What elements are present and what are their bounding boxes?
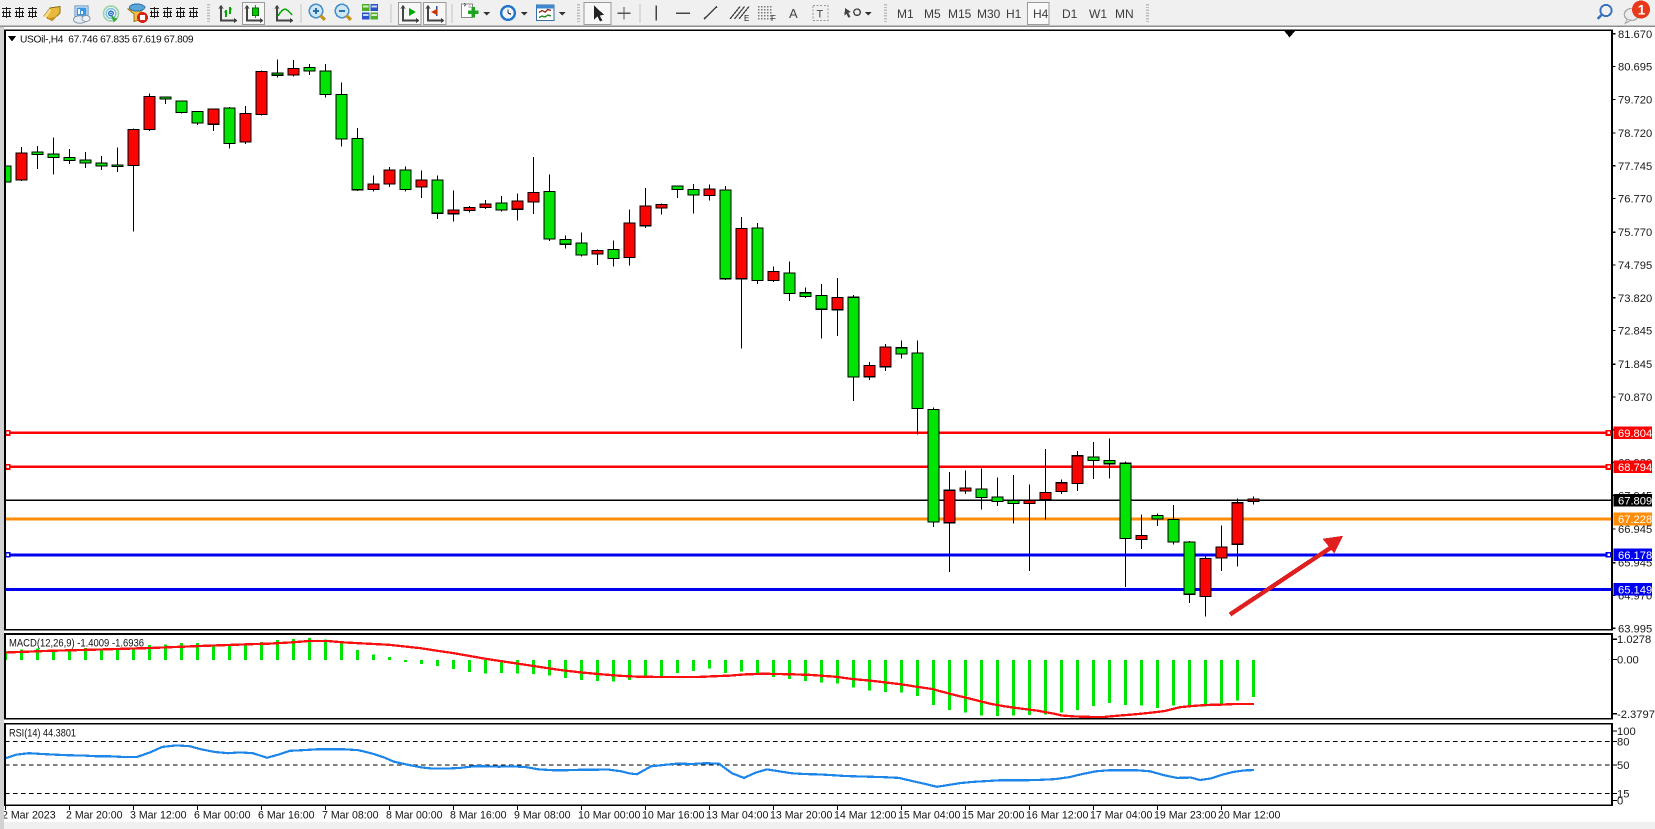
svg-text:W1: W1 [1089, 7, 1107, 21]
svg-text:100: 100 [1617, 726, 1636, 738]
svg-text:71.845: 71.845 [1618, 359, 1652, 371]
svg-text:76.770: 76.770 [1618, 194, 1652, 206]
svg-text:3 Mar 12:00: 3 Mar 12:00 [130, 810, 187, 822]
svg-text:10 Mar 16:00: 10 Mar 16:00 [642, 810, 705, 822]
svg-text:A: A [789, 6, 798, 21]
svg-text:68.794: 68.794 [1618, 462, 1652, 474]
svg-text:2 Mar 20:00: 2 Mar 20:00 [66, 810, 123, 822]
svg-text:15 Mar 04:00: 15 Mar 04:00 [898, 810, 961, 822]
svg-text:-2.3797: -2.3797 [1617, 709, 1655, 721]
svg-text:1: 1 [1638, 2, 1646, 17]
svg-text:17 Mar 04:00: 17 Mar 04:00 [1090, 810, 1153, 822]
svg-text:63.995: 63.995 [1618, 623, 1652, 635]
svg-text:6 Mar 16:00: 6 Mar 16:00 [258, 810, 315, 822]
svg-text:10 Mar 00:00: 10 Mar 00:00 [578, 810, 641, 822]
svg-text:73.820: 73.820 [1618, 293, 1652, 305]
svg-text:80.695: 80.695 [1618, 62, 1652, 74]
svg-text:15: 15 [1617, 788, 1629, 800]
svg-text:USOil-,H4 67.746 67.835 67.61: USOil-,H4 67.746 67.835 67.619 67.809 [20, 35, 194, 46]
svg-text:7 Mar 08:00: 7 Mar 08:00 [322, 810, 379, 822]
svg-text:13 Mar 20:00: 13 Mar 20:00 [770, 810, 833, 822]
svg-text:16 Mar 12:00: 16 Mar 12:00 [1026, 810, 1089, 822]
svg-text:65.149: 65.149 [1618, 585, 1652, 597]
svg-text:69.804: 69.804 [1618, 428, 1652, 440]
svg-text:50: 50 [1617, 760, 1629, 772]
svg-text:74.795: 74.795 [1618, 260, 1652, 272]
svg-text:D1: D1 [1062, 7, 1078, 21]
svg-text:66.178: 66.178 [1618, 550, 1652, 562]
svg-text:2 Mar 2023: 2 Mar 2023 [2, 810, 56, 822]
svg-text:66.945: 66.945 [1618, 524, 1652, 536]
svg-text:79.720: 79.720 [1618, 94, 1652, 106]
svg-text:15 Mar 20:00: 15 Mar 20:00 [962, 810, 1025, 822]
svg-text:14 Mar 12:00: 14 Mar 12:00 [834, 810, 897, 822]
svg-text:20 Mar 12:00: 20 Mar 12:00 [1218, 810, 1281, 822]
svg-text:M30: M30 [977, 7, 1001, 21]
svg-text:70.870: 70.870 [1618, 392, 1652, 404]
svg-text:77.745: 77.745 [1618, 161, 1652, 173]
svg-text:MACD(12,26,9) -1.4009 -1.6936: MACD(12,26,9) -1.4009 -1.6936 [9, 638, 144, 650]
svg-text:E: E [744, 14, 749, 23]
svg-text:8 Mar 16:00: 8 Mar 16:00 [450, 810, 507, 822]
svg-text:81.670: 81.670 [1618, 29, 1652, 41]
svg-text:9 Mar 08:00: 9 Mar 08:00 [514, 810, 571, 822]
svg-text:M5: M5 [924, 7, 941, 21]
svg-text:72.845: 72.845 [1618, 326, 1652, 338]
svg-text:M15: M15 [948, 7, 972, 21]
svg-text:80: 80 [1617, 737, 1629, 749]
svg-text:75.770: 75.770 [1618, 227, 1652, 239]
svg-text:M1: M1 [897, 7, 914, 21]
svg-text:78.720: 78.720 [1618, 128, 1652, 140]
svg-text:H4: H4 [1033, 7, 1049, 21]
svg-text:T: T [817, 9, 824, 21]
svg-text:67.809: 67.809 [1618, 495, 1652, 507]
svg-text:8 Mar 00:00: 8 Mar 00:00 [386, 810, 443, 822]
svg-text:RSI(14) 44.3801: RSI(14) 44.3801 [9, 728, 76, 740]
svg-text:0: 0 [1617, 796, 1623, 808]
svg-text:6 Mar 00:00: 6 Mar 00:00 [194, 810, 251, 822]
svg-text:13 Mar 04:00: 13 Mar 04:00 [706, 810, 769, 822]
svg-text:0.00: 0.00 [1617, 655, 1639, 667]
svg-text:H1: H1 [1006, 7, 1022, 21]
svg-text:19 Mar 23:00: 19 Mar 23:00 [1154, 810, 1217, 822]
svg-text:F: F [771, 14, 776, 23]
svg-text:MN: MN [1115, 7, 1134, 21]
svg-text:1.0278: 1.0278 [1617, 634, 1651, 646]
svg-text:67.228: 67.228 [1618, 514, 1652, 526]
